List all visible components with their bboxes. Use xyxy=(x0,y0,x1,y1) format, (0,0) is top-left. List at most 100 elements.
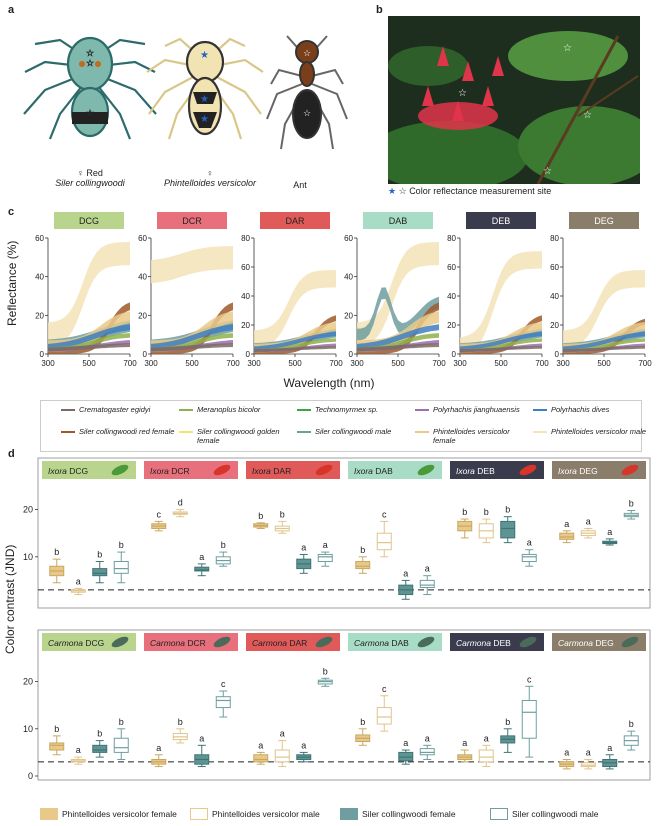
box-plot: b xyxy=(457,507,473,539)
site-label: DEB xyxy=(491,638,511,648)
significance-letter: a xyxy=(462,738,467,748)
significance-letter: a xyxy=(564,519,569,529)
y-tick-label: 20 xyxy=(550,321,559,330)
svg-text:★: ★ xyxy=(200,50,209,61)
legend-entry: Phintelloides versicolor female xyxy=(40,808,177,820)
plant-name: Ixora xyxy=(252,466,271,476)
box xyxy=(215,696,231,709)
y-tick-label: 0 xyxy=(143,350,148,359)
group-deg: Carmona DEG a a a b xyxy=(552,633,646,770)
svg-text:☆: ☆ xyxy=(86,58,94,68)
svg-text:☆: ☆ xyxy=(86,108,94,118)
site-label: DCG xyxy=(83,638,104,648)
box-plot: b xyxy=(92,729,108,758)
significance-letter: c xyxy=(157,509,162,519)
y-tick-label: 20 xyxy=(447,321,456,330)
box-plot: a xyxy=(419,733,435,760)
svg-text:★: ★ xyxy=(200,114,209,125)
panel-c-letter: c xyxy=(8,206,15,218)
reflectance-band xyxy=(563,270,645,348)
leaf-icon xyxy=(621,636,639,648)
plant-name: Carmona xyxy=(354,638,389,648)
reflectance-band xyxy=(48,324,130,350)
reflectance-band xyxy=(254,345,336,352)
box-plot: b xyxy=(253,511,269,529)
panel-d-legend: Phintelloides versicolor female Phintello… xyxy=(40,806,650,824)
subplot-header-dar xyxy=(260,212,330,229)
box-plot: a xyxy=(559,519,575,544)
y-tick-label: 10 xyxy=(23,724,33,734)
group-deg: Ixora DEG a a a b xyxy=(552,461,646,546)
legend-entry: Phintelloides versicolor male xyxy=(190,808,320,820)
group-dab: Ixora DAB b c a a xyxy=(348,461,442,600)
box-plot: b xyxy=(623,499,639,520)
leaf-icon xyxy=(213,464,231,476)
svg-text:☆: ☆ xyxy=(563,43,572,54)
plant-name: Ixora xyxy=(150,466,169,476)
legend-label: Phintelloides versicolor male xyxy=(551,427,647,436)
significance-letter: b xyxy=(505,505,510,515)
y-tick-label: 60 xyxy=(241,263,250,272)
box-plot: a xyxy=(317,540,333,567)
site-label: DEB xyxy=(475,466,495,476)
significance-letter: a xyxy=(199,733,204,743)
significance-letter: a xyxy=(403,738,408,748)
legend-swatch xyxy=(533,431,547,433)
legend-swatch xyxy=(297,409,311,411)
box-plot: c xyxy=(151,509,167,532)
significance-letter: a xyxy=(323,540,328,550)
box-plot: b xyxy=(500,717,516,753)
legend-entry: Siler collingwoodi red female xyxy=(61,427,177,436)
significance-letter: c xyxy=(382,684,387,694)
spider2-species-label: Phintelloides versicolor xyxy=(163,178,257,188)
legend-label: Phintelloides versicolor male xyxy=(212,809,320,819)
significance-letter: b xyxy=(97,729,102,739)
box xyxy=(253,754,269,763)
significance-letter: a xyxy=(76,576,81,586)
box xyxy=(49,742,65,751)
subplot-header-deg xyxy=(569,212,639,229)
legend-label: Polyrhachis jianghuaensis xyxy=(433,405,520,414)
site-label: DAR xyxy=(271,466,291,476)
site-label: DEG xyxy=(577,466,598,476)
y-tick-label: 60 xyxy=(447,263,456,272)
y-tick-label: 20 xyxy=(344,311,353,320)
group-deb: Carmona DEB a a b c xyxy=(450,633,544,768)
reflectance-band xyxy=(563,331,645,351)
x-tick-label: 500 xyxy=(494,359,508,368)
legend-entry: Phintelloides versicolor male xyxy=(533,427,649,436)
subplot-header-label: DAR xyxy=(285,216,305,226)
spider1-caption: ♀ Red Siler collingwoodi xyxy=(30,168,150,188)
box-plot: b xyxy=(49,547,65,584)
svg-text:☆: ☆ xyxy=(543,166,552,177)
box-plot: a xyxy=(602,743,618,770)
y-tick-label: 40 xyxy=(138,273,147,282)
significance-letter: a xyxy=(607,527,612,537)
box xyxy=(92,744,108,753)
leaf-icon xyxy=(417,464,435,476)
y-tick-label: 60 xyxy=(344,234,353,243)
box-plot: a xyxy=(253,740,269,765)
subplot-header-label: DCG xyxy=(79,216,99,226)
leaf-icon xyxy=(111,464,129,476)
significance-letter: b xyxy=(484,507,489,517)
plant-name: Carmona xyxy=(558,638,593,648)
legend-label: Siler collingwoodi golden female xyxy=(197,427,280,445)
box-plot: b xyxy=(274,509,290,534)
group-header-label: Ixora DAB xyxy=(354,466,393,476)
plant-name: Ixora xyxy=(354,466,373,476)
svg-text:☆: ☆ xyxy=(303,48,311,58)
box xyxy=(113,737,129,753)
group-header-label: Carmona DAR xyxy=(252,638,307,648)
plant-name: Carmona xyxy=(48,638,83,648)
x-tick-label: 700 xyxy=(226,359,240,368)
box xyxy=(113,561,129,574)
legend-entry: Siler collingwoodi female xyxy=(340,808,456,820)
box-plot: a xyxy=(559,747,575,770)
reflectance-band xyxy=(151,343,233,352)
x-tick-label: 300 xyxy=(350,359,364,368)
significance-letter: b xyxy=(54,547,59,557)
reflectance-band xyxy=(460,345,542,352)
